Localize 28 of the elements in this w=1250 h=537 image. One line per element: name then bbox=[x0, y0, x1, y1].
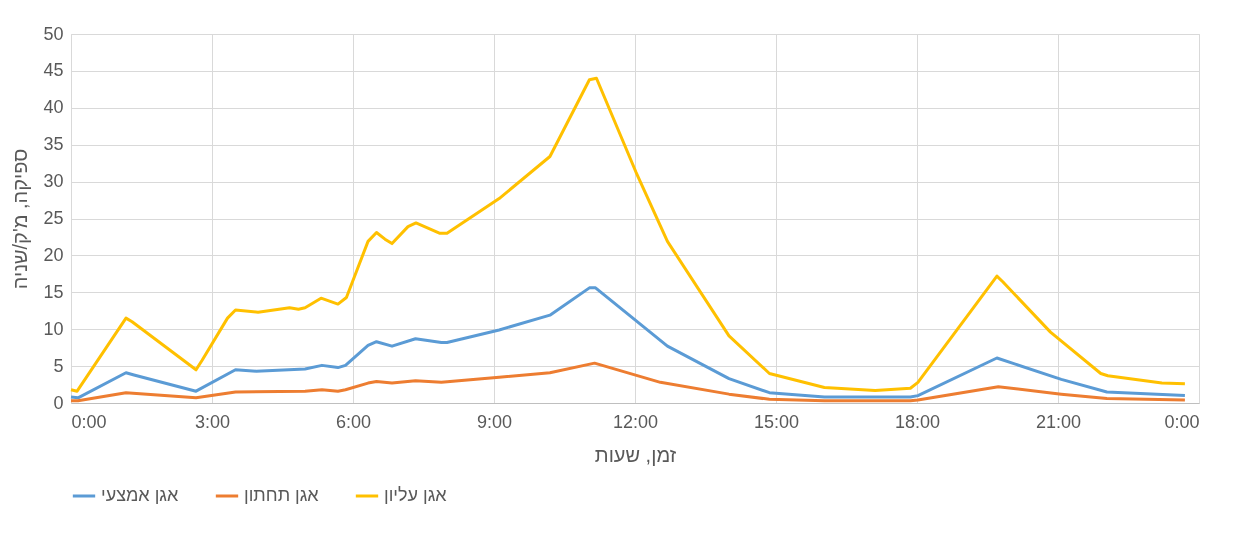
x-tick-label: 0:00 bbox=[1164, 411, 1200, 432]
y-tick-label: 25 bbox=[43, 208, 64, 228]
x-tick-label: 18:00 bbox=[894, 411, 941, 432]
x-axis-title: זמן, שעות bbox=[594, 443, 677, 466]
y-axis-title: ספיקה, מ'ק/שניה bbox=[9, 148, 32, 290]
line-series bbox=[69, 286, 1187, 400]
line-series bbox=[69, 361, 1187, 403]
legend-label: אגן אמצעי bbox=[101, 485, 179, 505]
x-tick-label: 21:00 bbox=[1035, 411, 1082, 432]
x-tick-label: 9:00 bbox=[476, 411, 513, 432]
y-tick-label: 0 bbox=[53, 392, 64, 413]
legend-label: אגן עליון bbox=[384, 485, 448, 505]
legend-label: אגן תחתון bbox=[244, 485, 320, 505]
y-tick-label: 30 bbox=[43, 171, 64, 192]
y-tick-label: 10 bbox=[43, 318, 64, 339]
y-tick-label: 40 bbox=[43, 97, 64, 118]
x-tick-label: 0:00 bbox=[71, 411, 107, 432]
y-tick-label: 5 bbox=[53, 355, 64, 376]
y-tick-label: 20 bbox=[43, 244, 64, 265]
y-tick-label: 45 bbox=[43, 60, 64, 81]
x-tick-label: 6:00 bbox=[335, 411, 372, 432]
x-tick-label: 3:00 bbox=[194, 411, 231, 432]
y-tick-label: 50 bbox=[43, 23, 64, 44]
x-tick-label: 15:00 bbox=[753, 411, 800, 432]
line-series bbox=[69, 76, 1187, 393]
y-tick-label: 15 bbox=[43, 281, 64, 302]
y-tick-label: 35 bbox=[43, 134, 64, 155]
x-tick-label: 12:00 bbox=[612, 411, 659, 432]
